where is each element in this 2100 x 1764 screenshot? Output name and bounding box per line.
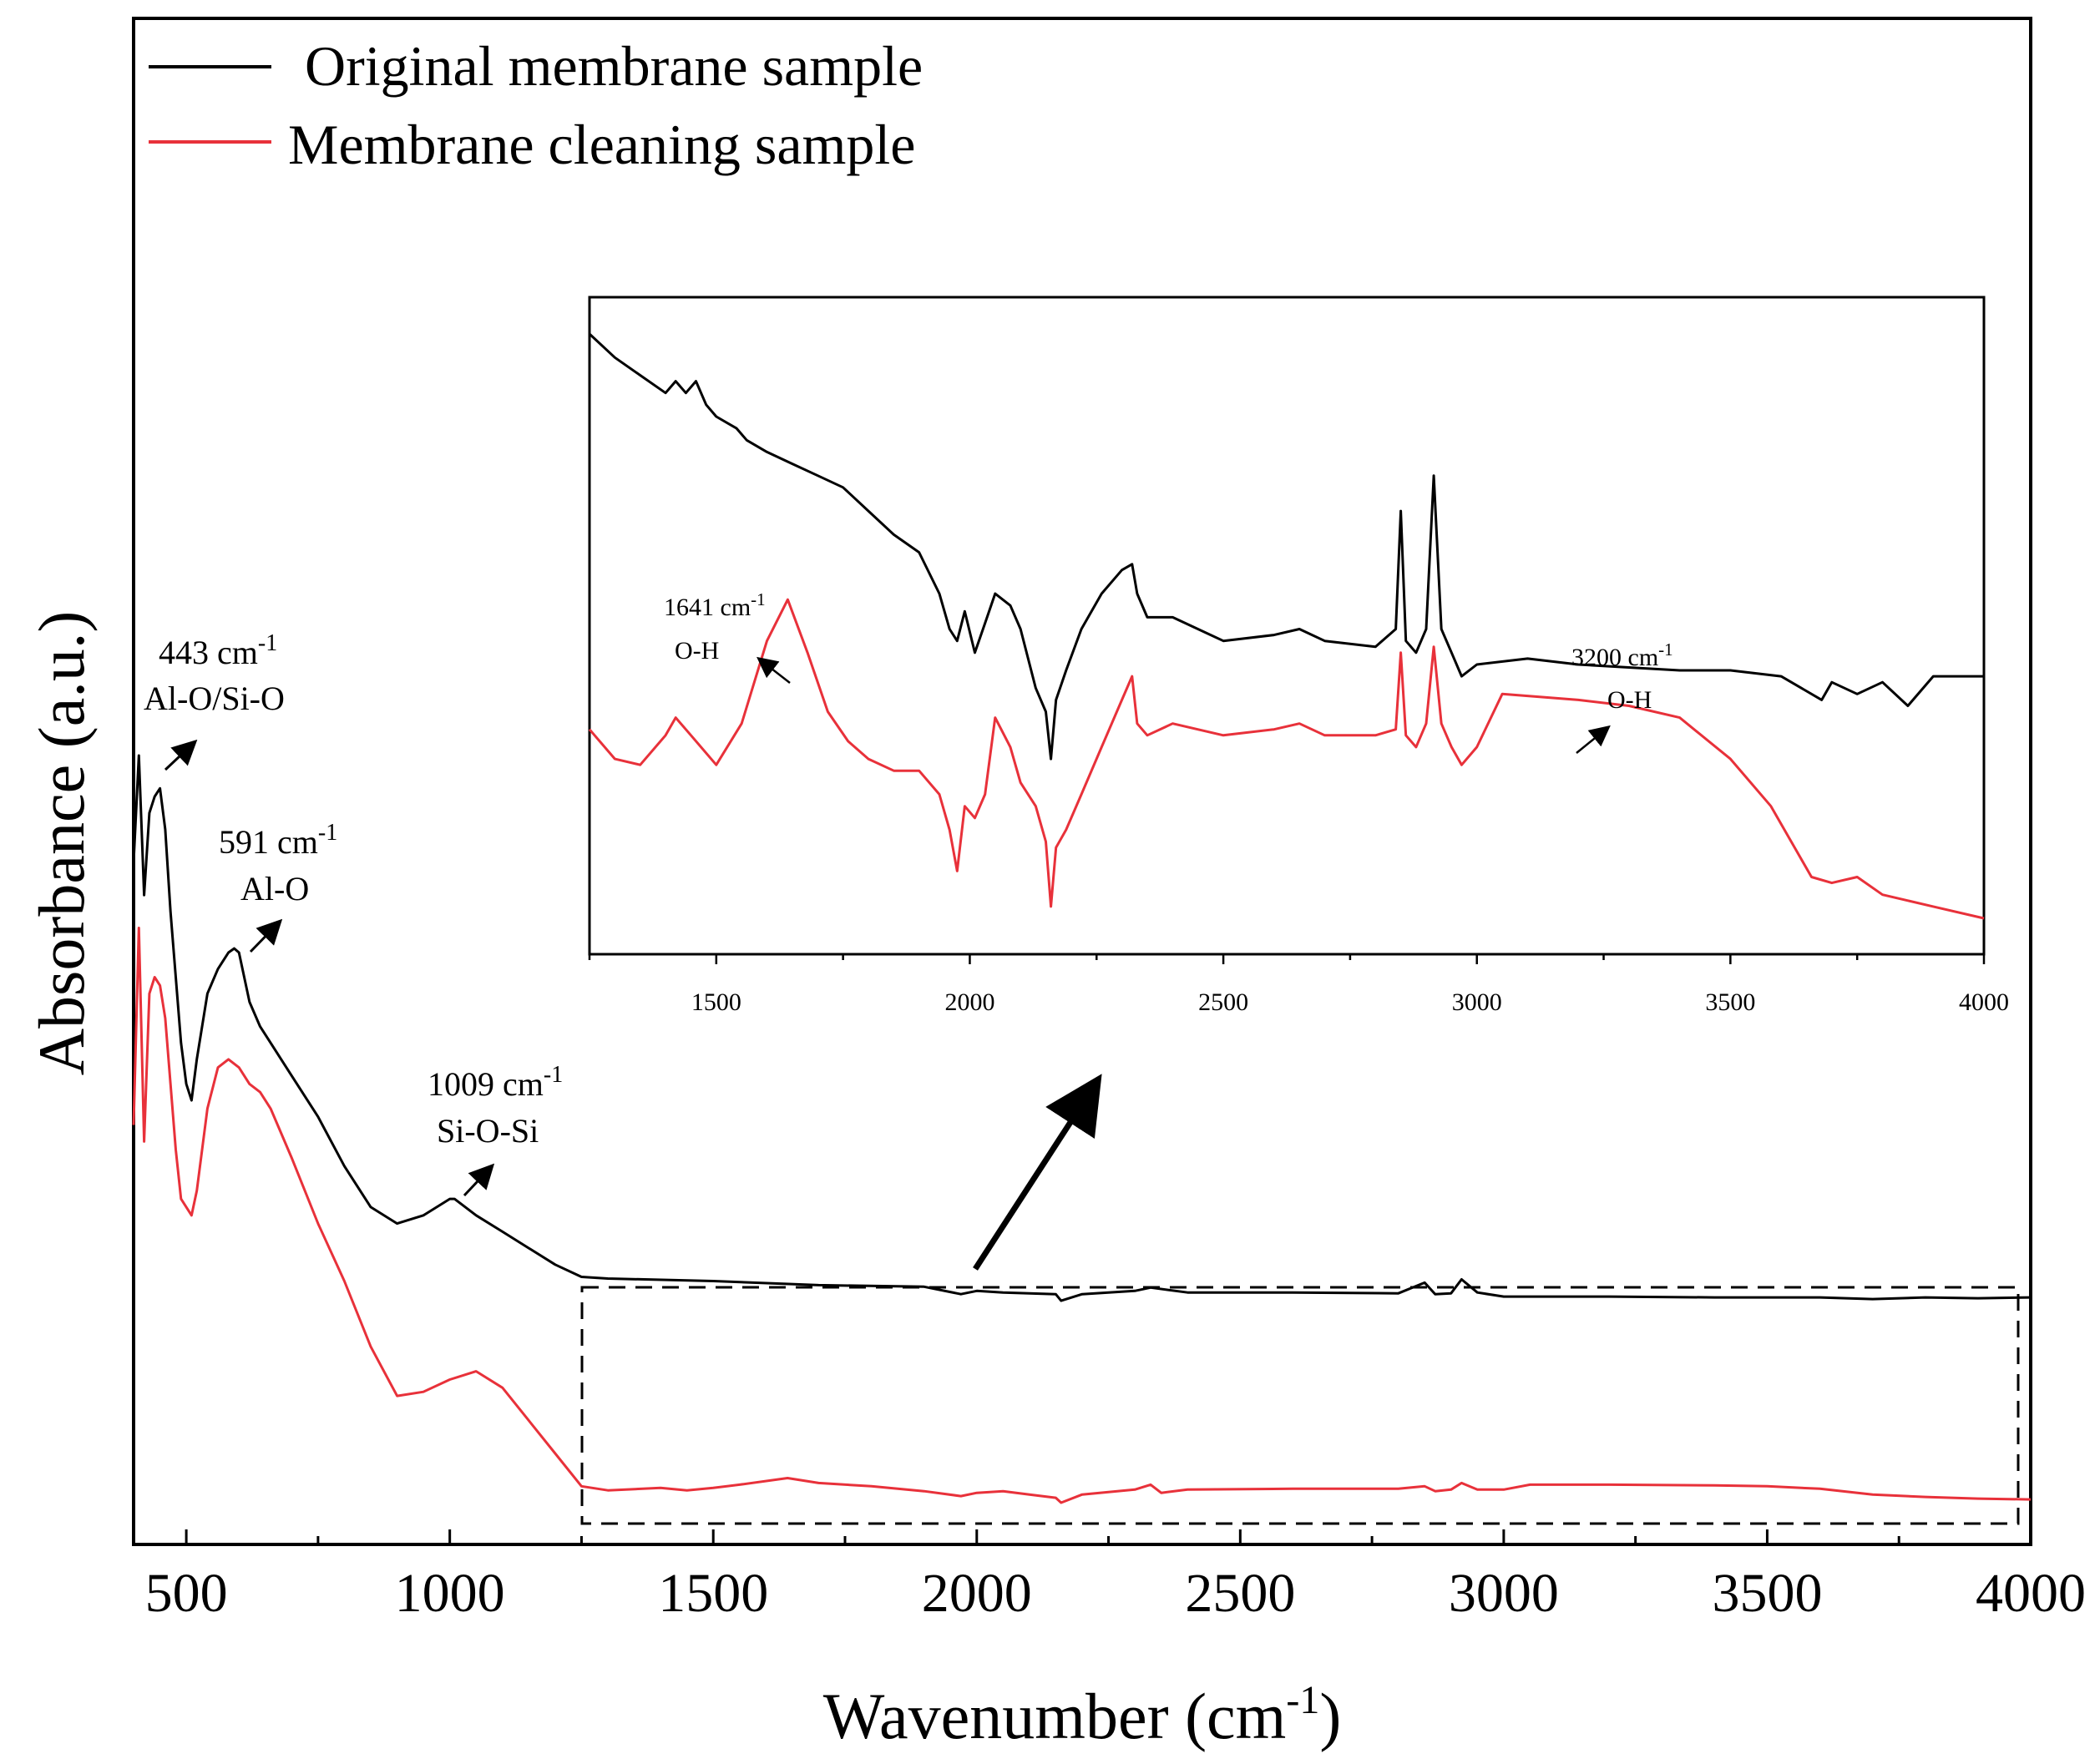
- annotation-591-arrow: [249, 918, 283, 953]
- main-x-tick-label: 4000: [1976, 1563, 2086, 1624]
- x-axis-title-main: Wavenumber (cm: [823, 1680, 1287, 1752]
- inset-series-original-line: [588, 332, 1984, 761]
- inset-annotation-1641-arrow: [757, 656, 791, 684]
- inset-x-tick-label: 1500: [691, 988, 741, 1016]
- main-series-group: [132, 754, 2032, 1504]
- annotation-1009-wavenumber: 1009 cm-1: [428, 1062, 563, 1103]
- annotation-443-arrow: [164, 739, 198, 771]
- inset-annotation-3200-arrow: [1576, 725, 1611, 754]
- annotation-1009-group: Si-O-Si: [437, 1112, 539, 1150]
- zoom-region-box: [580, 1286, 2020, 1525]
- annotation-443: 443 cm-1 Al-O/Si-O: [144, 630, 285, 771]
- annotation-1009-arrow: [463, 1163, 495, 1197]
- series-original-line: [132, 754, 2032, 1302]
- inset-x-ticks: [588, 954, 1986, 964]
- y-axis-title: Absorbance (a.u.): [25, 611, 98, 1076]
- main-x-tick-label: 2000: [922, 1563, 1032, 1624]
- x-axis-title-sup: -1: [1286, 1678, 1319, 1722]
- inset-plot-frame: [588, 296, 1986, 956]
- main-x-tick-label: 500: [145, 1563, 228, 1624]
- legend-label-cleaning: Membrane cleaning sample: [288, 113, 916, 176]
- inset-annotation-3200-group: O-H: [1607, 686, 1652, 714]
- annotation-591-wavenumber: 591 cm-1: [219, 820, 337, 861]
- legend: Original membrane sample Membrane cleani…: [149, 34, 923, 176]
- main-x-tick-label: 2500: [1185, 1563, 1295, 1624]
- inset-x-tick-label: 3500: [1705, 988, 1755, 1016]
- inset-annotation-3200-wavenumber: 3200 cm-1: [1571, 639, 1673, 671]
- x-axis-title-close: ): [1319, 1680, 1341, 1752]
- annotation-591-group: Al-O: [240, 870, 309, 907]
- annotation-443-group: Al-O/Si-O: [144, 680, 285, 717]
- inset-x-tick-label: 4000: [1959, 988, 2009, 1016]
- inset-annotation-3200: 3200 cm-1 O-H: [1571, 639, 1673, 754]
- main-x-tick-label: 3500: [1712, 1563, 1822, 1624]
- annotation-591: 591 cm-1 Al-O: [219, 820, 337, 953]
- inset-x-tick-label: 2500: [1198, 988, 1248, 1016]
- series-cleaning-line: [132, 927, 2032, 1504]
- annotation-1009: 1009 cm-1 Si-O-Si: [428, 1062, 563, 1197]
- main-x-tick-label: 3000: [1449, 1563, 1559, 1624]
- inset-series-group: [588, 332, 1985, 920]
- inset-series-cleaning-line: [588, 598, 1985, 920]
- annotation-443-wavenumber: 443 cm-1: [159, 630, 277, 671]
- inset-annotation-1641: 1641 cm-1 O-H: [664, 589, 791, 684]
- inset-annotation-1641-wavenumber: 1641 cm-1: [664, 589, 766, 621]
- zoom-arrow: [973, 1074, 1102, 1271]
- main-x-tick-labels: 500 1000 1500 2000 2500 3000 3500 4000: [145, 1563, 2086, 1624]
- inset-x-tick-labels: 1500 2000 2500 3000 3500 4000: [691, 988, 2009, 1016]
- inset-annotation-1641-group: O-H: [675, 637, 719, 665]
- inset-x-tick-label: 3000: [1452, 988, 1502, 1016]
- main-x-tick-label: 1000: [395, 1563, 505, 1624]
- main-x-tick-label: 1500: [658, 1563, 768, 1624]
- legend-label-original: Original membrane sample: [305, 34, 923, 98]
- main-x-ticks: [185, 1529, 2032, 1544]
- x-axis-title: Wavenumber (cm-1): [823, 1678, 1342, 1752]
- main-plot-frame: [132, 17, 2032, 1546]
- inset-x-tick-label: 2000: [944, 988, 994, 1016]
